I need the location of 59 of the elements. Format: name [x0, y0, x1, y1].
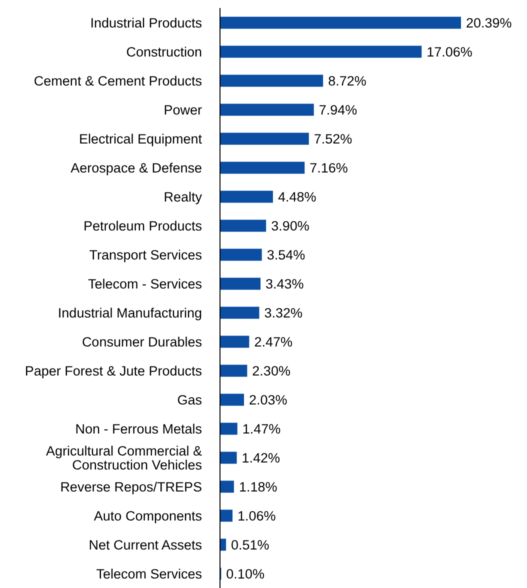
data-label: 1.06% [238, 508, 276, 524]
data-label: 1.42% [242, 450, 280, 466]
bar [220, 278, 261, 290]
data-label: 2.03% [248, 392, 288, 408]
y-tick-label: Gas [177, 392, 202, 407]
bar [220, 480, 234, 493]
y-tick-label: Net Current Assets [88, 537, 202, 552]
bar [220, 336, 250, 348]
bar [220, 452, 237, 464]
y-tick-label: Transport Services [89, 247, 202, 262]
bar [220, 538, 226, 551]
bar [220, 510, 233, 522]
y-tick-label: Non - Ferrous Metals [75, 421, 202, 436]
data-label: 3.90% [271, 218, 310, 234]
y-tick-label: Reverse Repos/TREPS [60, 479, 202, 494]
y-tick-label: Auto Components [94, 508, 202, 523]
bar [220, 248, 262, 261]
data-label: 7.52% [314, 131, 352, 146]
data-label: 8.72% [328, 73, 366, 88]
y-tick-label: Paper Forest & Jute Products [24, 363, 202, 378]
bar [220, 190, 273, 203]
bar [220, 220, 266, 232]
y-tick-label: Petroleum Products [83, 218, 202, 233]
bar [220, 306, 260, 319]
bar [220, 104, 314, 116]
data-label: 0.51% [231, 537, 270, 552]
y-tick-label: Construction [126, 44, 202, 59]
y-tick-label: Industrial Manufacturing [58, 305, 202, 320]
data-label: 7.16% [310, 160, 348, 176]
y-tick-label: Realty [164, 189, 202, 204]
y-tick-label: Telecom Services [96, 566, 202, 581]
data-label: 1.47% [242, 421, 281, 436]
y-tick-label: Industrial Products [90, 15, 202, 30]
bar [220, 16, 461, 29]
data-label: 3.43% [266, 276, 304, 292]
data-label: 0.10% [226, 566, 264, 582]
bar [220, 422, 238, 435]
bar [220, 74, 324, 87]
bar [220, 132, 309, 145]
data-label: 2.47% [254, 334, 292, 350]
data-label: 20.39% [466, 15, 512, 30]
data-label: 1.18% [238, 479, 278, 494]
y-tick-label: Cement & Cement Products [34, 73, 202, 88]
bar [220, 46, 422, 58]
data-label: 3.54% [266, 247, 306, 262]
bar [220, 394, 244, 406]
data-label: 3.32% [264, 305, 303, 320]
y-tick-label: Electrical Equipment [78, 131, 202, 146]
data-label: 4.48% [278, 189, 316, 204]
data-label: 17.06% [426, 44, 472, 60]
y-tick-label: Agricultural Commercial & Construction Vehicles [46, 443, 202, 472]
y-tick-label: Consumer Durables [82, 334, 202, 349]
data-label: 7.94% [318, 102, 358, 118]
data-label: 2.30% [252, 363, 290, 378]
bar [220, 162, 305, 174]
y-tick-label: Power [164, 102, 203, 117]
y-tick-label: Telecom - Services [88, 276, 202, 291]
y-tick-label: Aerospace & Defense [70, 160, 202, 175]
bar [220, 364, 248, 377]
